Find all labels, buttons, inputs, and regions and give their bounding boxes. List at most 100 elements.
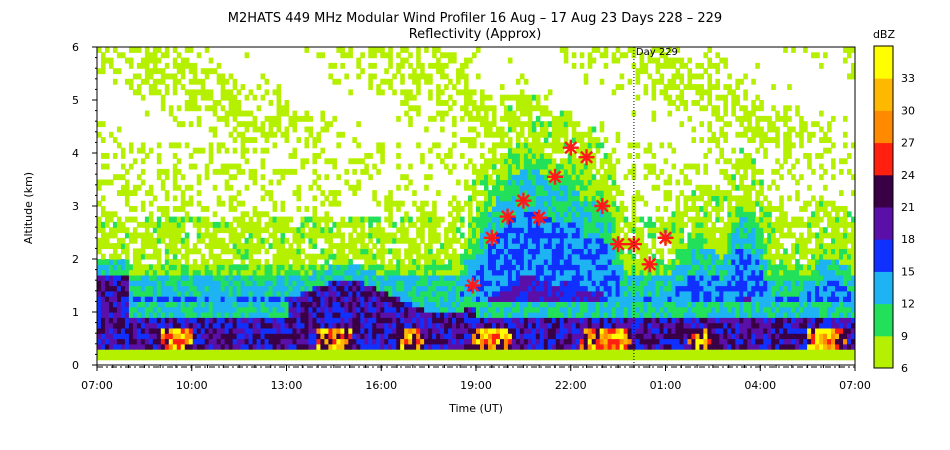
heatmap-cell xyxy=(448,312,453,318)
heatmap-cell xyxy=(332,290,337,297)
heatmap-cell xyxy=(603,253,609,260)
heatmap-cell xyxy=(124,259,130,265)
heatmap-cell xyxy=(595,142,601,149)
heatmap-cell xyxy=(615,327,621,334)
heatmap-cell xyxy=(172,174,178,181)
heatmap-cell xyxy=(519,105,525,112)
heatmap-cell xyxy=(248,312,254,318)
heatmap-cell xyxy=(464,274,469,281)
heatmap-cell xyxy=(607,290,613,297)
heatmap-cell xyxy=(452,333,457,340)
heatmap-cell xyxy=(587,296,593,302)
heatmap-cell xyxy=(543,274,549,281)
heatmap-cell xyxy=(535,317,541,324)
heatmap-cell xyxy=(587,285,593,292)
heatmap-cell xyxy=(308,264,314,271)
heatmap-cell xyxy=(108,354,114,361)
heatmap-cell xyxy=(312,168,318,175)
heatmap-cell xyxy=(432,221,437,228)
heatmap-cell xyxy=(448,243,453,249)
heatmap-cell xyxy=(527,327,533,334)
heatmap-cell xyxy=(627,221,633,228)
heatmap-cell xyxy=(192,269,198,276)
heatmap-cell xyxy=(200,338,206,345)
heatmap-cell xyxy=(124,269,130,276)
heatmap-cell xyxy=(292,147,298,154)
heatmap-cell xyxy=(639,290,645,297)
heatmap-cell xyxy=(324,290,329,297)
heatmap-cell xyxy=(268,343,274,350)
heatmap-cell xyxy=(587,211,593,218)
heatmap-cell xyxy=(220,163,226,170)
heatmap-cell xyxy=(547,248,553,255)
heatmap-cell xyxy=(631,52,637,59)
heatmap-cell xyxy=(495,253,501,260)
heatmap-cell xyxy=(296,343,302,350)
heatmap-cell xyxy=(535,206,541,212)
heatmap-cell xyxy=(336,285,341,292)
heatmap-cell xyxy=(128,190,134,196)
heatmap-cell xyxy=(396,301,401,308)
heatmap-cell xyxy=(567,306,573,313)
heatmap-cell xyxy=(575,227,581,234)
heatmap-cell xyxy=(563,131,569,138)
heatmap-cell xyxy=(615,290,621,297)
heatmap-cell xyxy=(256,333,262,340)
heatmap-cell xyxy=(380,243,385,249)
heatmap-cell xyxy=(192,264,198,271)
heatmap-cell xyxy=(639,285,645,292)
heatmap-cell xyxy=(228,248,234,255)
heatmap-cell xyxy=(188,338,194,345)
heatmap-cell xyxy=(575,290,581,297)
heatmap-cell xyxy=(503,94,509,101)
heatmap-cell xyxy=(224,317,230,324)
heatmap-cell xyxy=(252,322,258,329)
heatmap-cell xyxy=(603,216,609,223)
heatmap-cell xyxy=(264,285,270,292)
heatmap-cell xyxy=(156,89,162,96)
heatmap-cell xyxy=(296,264,302,271)
heatmap-cell xyxy=(256,274,262,281)
heatmap-cell xyxy=(140,343,146,350)
heatmap-cell xyxy=(352,349,357,355)
heatmap-cell xyxy=(232,227,238,234)
heatmap-cell xyxy=(188,248,194,255)
heatmap-cell xyxy=(635,338,641,345)
heatmap-cell xyxy=(555,190,561,196)
heatmap-cell xyxy=(527,158,533,165)
heatmap-cell xyxy=(591,333,597,340)
heatmap-cell xyxy=(551,248,557,255)
heatmap-cell xyxy=(543,190,549,196)
heatmap-cell xyxy=(212,105,218,112)
heatmap-cell xyxy=(364,168,369,175)
heatmap-cell xyxy=(452,296,457,302)
heatmap-cell xyxy=(320,301,325,308)
heatmap-cell xyxy=(344,327,349,334)
heatmap-cell xyxy=(192,338,198,345)
heatmap-cell xyxy=(100,296,106,302)
heatmap-cell xyxy=(168,333,174,340)
heatmap-cell xyxy=(208,221,214,228)
heatmap-cell xyxy=(428,301,433,308)
heatmap-cell xyxy=(420,322,425,329)
heatmap-cell xyxy=(212,338,218,345)
heatmap-cell xyxy=(615,349,621,355)
heatmap-cell xyxy=(456,317,461,324)
heatmap-cell xyxy=(256,232,262,239)
heatmap-cell xyxy=(160,317,166,324)
heatmap-cell xyxy=(408,317,413,324)
heatmap-cell xyxy=(531,137,537,143)
heatmap-cell xyxy=(280,322,286,329)
heatmap-cell xyxy=(468,248,473,255)
heatmap-cell xyxy=(440,338,445,345)
heatmap-cell xyxy=(583,232,589,239)
heatmap-cell xyxy=(124,200,130,207)
heatmap-cell xyxy=(148,333,154,340)
heatmap-cell xyxy=(599,237,605,244)
heatmap-cell xyxy=(212,269,218,276)
heatmap-cell xyxy=(196,179,202,186)
heatmap-cell xyxy=(316,232,322,239)
heatmap-cell xyxy=(324,227,329,234)
heatmap-cell xyxy=(412,343,417,350)
heatmap-cell xyxy=(304,312,310,318)
